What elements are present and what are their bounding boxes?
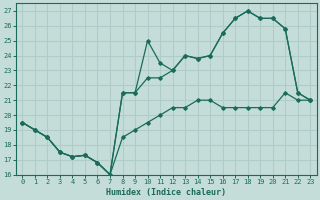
X-axis label: Humidex (Indice chaleur): Humidex (Indice chaleur) [106,188,226,197]
